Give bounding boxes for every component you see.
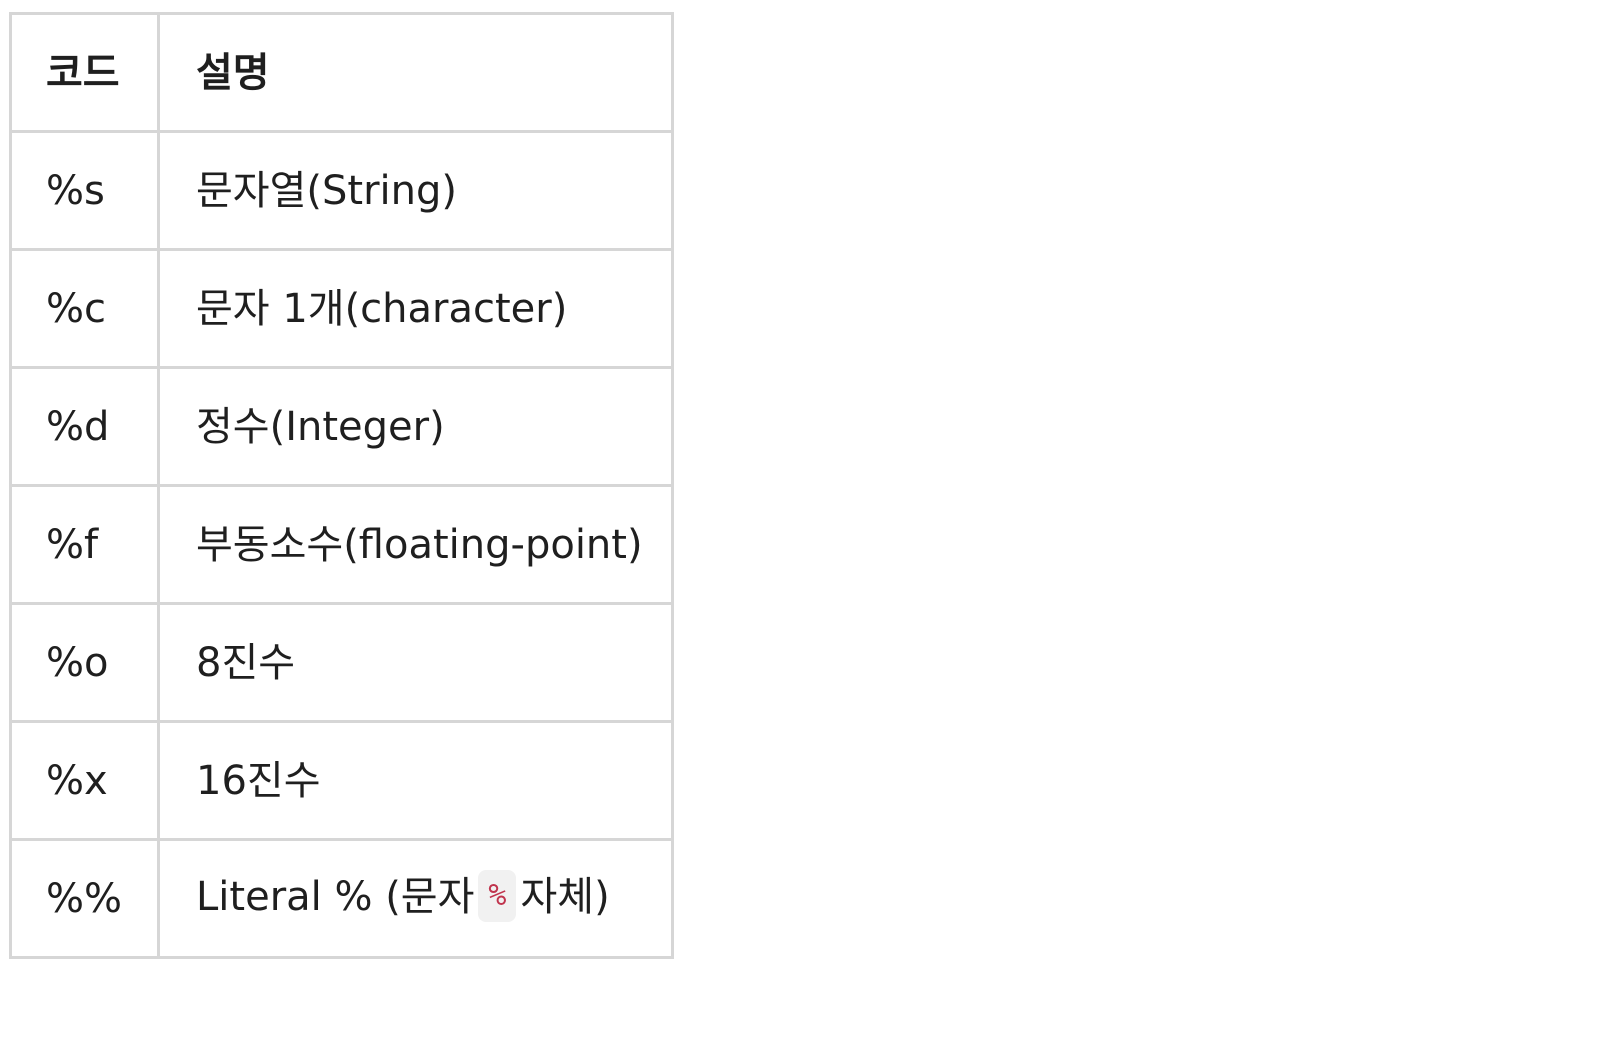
cell-code: %f [9, 484, 160, 605]
cell-description: 8진수 [157, 602, 674, 723]
cell-description: Literal % (문자% 자체) [157, 838, 674, 959]
cell-code: %c [9, 248, 160, 369]
cell-code: %s [9, 130, 160, 251]
table-row: %c 문자 1개(character) [9, 248, 674, 369]
table-row: %o 8진수 [9, 602, 674, 723]
table-body: %s 문자열(String) %c 문자 1개(character) %d 정수… [9, 130, 674, 959]
table-header: 코드 설명 [9, 12, 674, 133]
description-suffix: 자체) [520, 873, 610, 920]
cell-description: 문자열(String) [157, 130, 674, 251]
inline-code: % [478, 869, 517, 922]
cell-description: 16진수 [157, 720, 674, 841]
cell-code: %x [9, 720, 160, 841]
header-row: 코드 설명 [9, 12, 674, 133]
cell-description: 부동소수(floating-point) [157, 484, 674, 605]
cell-code: %% [9, 838, 160, 959]
table-row: %f 부동소수(floating-point) [9, 484, 674, 605]
format-specifier-table: 코드 설명 %s 문자열(String) %c 문자 1개(character)… [9, 12, 674, 959]
cell-code: %o [9, 602, 160, 723]
cell-code: %d [9, 366, 160, 487]
description-prefix: Literal % (문자 [196, 873, 475, 920]
cell-description: 정수(Integer) [157, 366, 674, 487]
table-row: %s 문자열(String) [9, 130, 674, 251]
table-row: %d 정수(Integer) [9, 366, 674, 487]
header-description: 설명 [157, 12, 674, 133]
cell-description: 문자 1개(character) [157, 248, 674, 369]
table-row: %% Literal % (문자% 자체) [9, 838, 674, 959]
header-code: 코드 [9, 12, 160, 133]
table-row: %x 16진수 [9, 720, 674, 841]
